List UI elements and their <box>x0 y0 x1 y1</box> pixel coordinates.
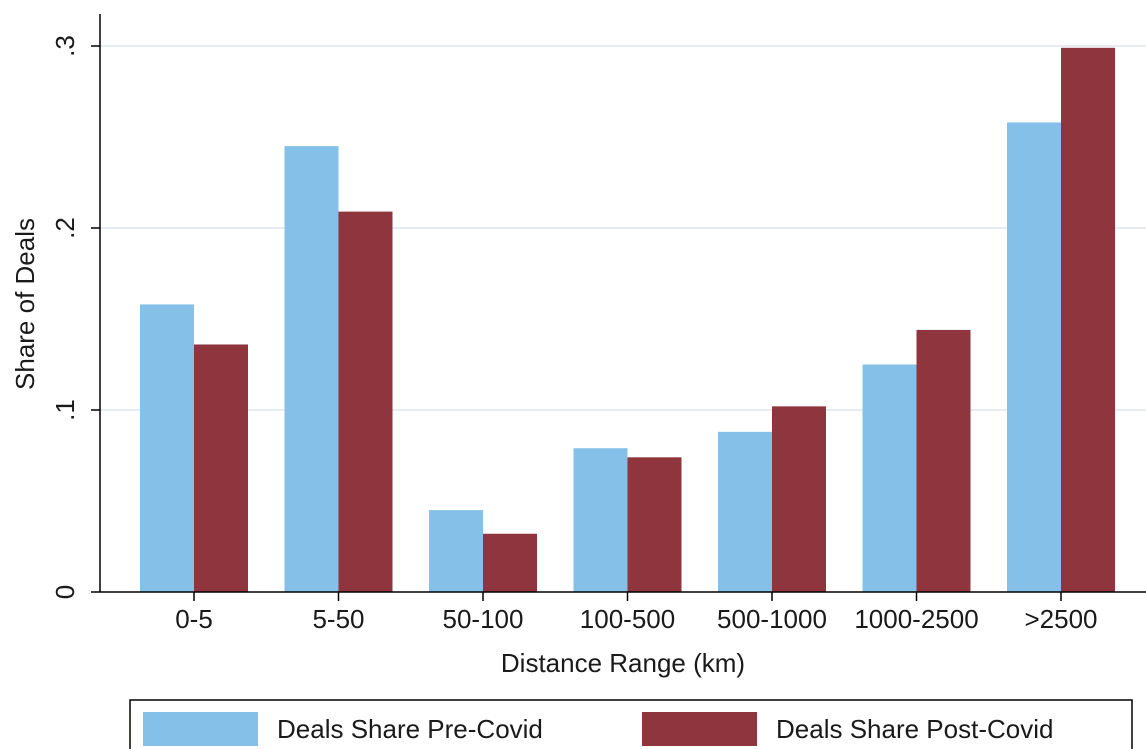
legend-label-post-covid: Deals Share Post-Covid <box>776 714 1053 744</box>
bar-pre-covid-4 <box>718 431 772 592</box>
legend-swatch-post-covid <box>642 712 757 746</box>
y-tick-label: .2 <box>50 217 80 239</box>
bar-pre-covid-6 <box>1007 122 1061 592</box>
x-tick-label: >2500 <box>1024 604 1097 634</box>
bar-post-covid-3 <box>627 457 682 592</box>
legend-swatch-pre-covid <box>143 712 258 746</box>
bar-pre-covid-0 <box>140 304 194 592</box>
legend: Deals Share Pre-Covid Deals Share Post-C… <box>129 699 1133 749</box>
bar-post-covid-5 <box>916 329 971 592</box>
bars <box>140 47 1115 592</box>
y-axis-title: Share of Deals <box>10 218 40 390</box>
gridlines <box>100 45 1146 411</box>
bar-pre-covid-3 <box>573 448 628 592</box>
x-tick-label: 500-1000 <box>717 604 827 634</box>
x-tick-label: 100-500 <box>580 604 675 634</box>
y-tick-label: .1 <box>50 399 80 421</box>
x-axis-title: Distance Range (km) <box>501 648 745 678</box>
bar-post-covid-0 <box>194 344 248 592</box>
bar-pre-covid-2 <box>429 510 483 592</box>
bar-pre-covid-1 <box>284 146 339 592</box>
legend-frame <box>129 699 1133 749</box>
y-ticks: 0 .1 .2 .3 <box>50 35 100 599</box>
bar-post-covid-4 <box>772 406 826 592</box>
y-tick-label: 0 <box>50 585 80 599</box>
y-tick-label: .3 <box>50 35 80 57</box>
bar-post-covid-1 <box>338 211 393 592</box>
bar-pre-covid-5 <box>862 364 917 592</box>
bar-post-covid-2 <box>483 533 537 592</box>
x-ticks: 0-5 5-50 50-100 100-500 500-1000 1000-2500 >25… <box>175 592 1098 634</box>
x-tick-label: 0-5 <box>175 604 213 634</box>
x-tick-label: 1000-2500 <box>854 604 978 634</box>
x-tick-label: 5-50 <box>312 604 364 634</box>
x-tick-label: 50-100 <box>443 604 524 634</box>
legend-label-pre-covid: Deals Share Pre-Covid <box>277 714 543 744</box>
axes <box>99 14 1146 593</box>
bar-post-covid-6 <box>1061 47 1115 592</box>
